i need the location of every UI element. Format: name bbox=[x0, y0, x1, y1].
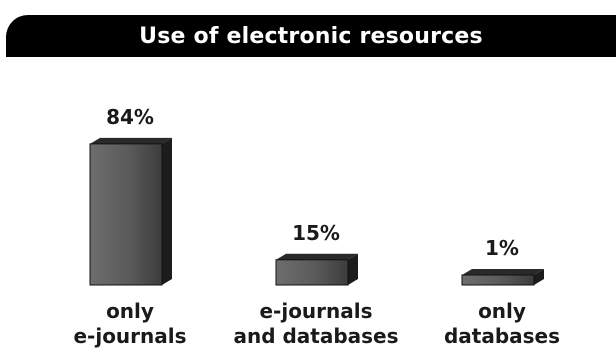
bar-front-face bbox=[275, 259, 349, 286]
bar-side-face bbox=[162, 137, 172, 285]
value-label-3: 1% bbox=[485, 236, 519, 260]
bar-top-face bbox=[276, 253, 358, 260]
category-label-2-line-2: and databases bbox=[233, 324, 398, 348]
chart-title: Use of electronic resources bbox=[139, 23, 483, 49]
bar-2 bbox=[275, 253, 358, 286]
value-label-1: 84% bbox=[106, 105, 154, 129]
bar-top-face bbox=[90, 137, 172, 144]
category-label-3-line-2: databases bbox=[444, 324, 560, 348]
category-label-1-line-1: only bbox=[106, 299, 154, 323]
category-label-1-line-2: e-journals bbox=[73, 324, 186, 348]
category-label-3-line-1: only bbox=[478, 299, 526, 323]
chart-title-bar: Use of electronic resources bbox=[6, 15, 616, 57]
bar-front-face bbox=[461, 274, 535, 286]
bar-top-face bbox=[462, 269, 544, 275]
bar-side-face bbox=[348, 253, 358, 285]
bar-side-face bbox=[534, 269, 544, 285]
value-label-2: 15% bbox=[292, 221, 340, 245]
bar-1 bbox=[89, 137, 172, 286]
category-label-2-line-1: e-journals bbox=[259, 299, 372, 323]
bar-front-face bbox=[89, 143, 163, 286]
bar-3 bbox=[461, 269, 544, 286]
